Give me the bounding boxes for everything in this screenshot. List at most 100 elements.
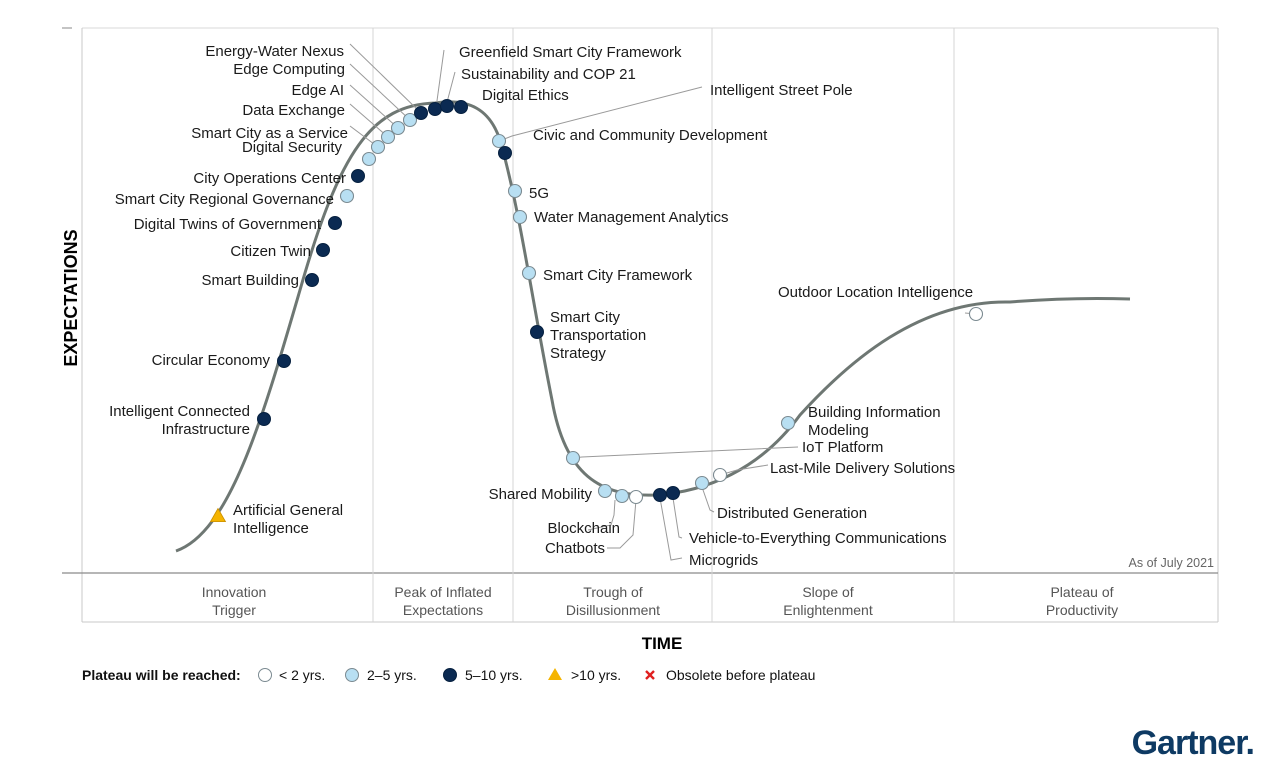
circle-marker xyxy=(390,120,406,136)
data-point: Building Information Modeling xyxy=(780,404,941,439)
data-point: Smart City Framework xyxy=(521,265,693,284)
point-label: Smart Building xyxy=(201,272,299,289)
data-point: Microgrids xyxy=(653,488,758,569)
circle-marker xyxy=(565,450,581,466)
circle-marker xyxy=(361,151,377,167)
point-label: City Operations Center xyxy=(193,170,346,187)
circle-marker xyxy=(628,489,644,505)
circle-marker xyxy=(512,209,528,225)
point-label: Last-Mile Delivery Solutions xyxy=(770,460,955,477)
data-points: Artificial General Intelligence Intelligen… xyxy=(109,43,984,569)
gartner-logo: Gartner. xyxy=(1132,724,1254,762)
data-point: Smart City Transportation Strategy xyxy=(530,309,646,362)
circle-marker xyxy=(328,216,342,230)
point-label: Citizen Twin xyxy=(230,243,311,260)
circle-marker xyxy=(694,475,710,491)
circle-marker xyxy=(491,133,507,149)
phase-label: Slope of Enlightenment xyxy=(783,584,873,618)
point-label: Smart City as a Service xyxy=(191,125,348,142)
point-label: Chatbots xyxy=(545,540,605,557)
legend-item: 5–10 yrs. xyxy=(443,667,523,683)
data-point: Blockchain xyxy=(547,488,630,537)
point-label: Circular Economy xyxy=(152,352,271,369)
circle-marker xyxy=(530,325,544,339)
circle-marker xyxy=(454,100,468,114)
legend-item: >10 yrs. xyxy=(548,667,621,683)
phase-label: Innovation Trigger xyxy=(202,584,267,618)
legend-label: 5–10 yrs. xyxy=(465,667,523,683)
point-label: Distributed Generation xyxy=(717,505,867,522)
as-of-date: As of July 2021 xyxy=(1129,556,1215,570)
data-point: Smart City Regional Governance xyxy=(115,188,355,208)
point-label: Smart City Framework xyxy=(543,267,693,284)
data-point: 5G xyxy=(507,183,549,202)
data-point: Outdoor Location Intelligence xyxy=(778,284,984,322)
circle-marker xyxy=(428,102,442,116)
point-label: IoT Platform xyxy=(802,439,883,456)
x-axis-label: TIME xyxy=(642,634,683,653)
data-point: Artificial General Intelligence xyxy=(209,502,343,537)
point-label: Vehicle-to-Everything Communications xyxy=(689,530,947,547)
data-point: Digital Security xyxy=(242,139,377,167)
point-label: Digital Ethics xyxy=(482,87,569,104)
circle-marker xyxy=(712,467,728,483)
point-label: Shared Mobility xyxy=(489,486,593,503)
point-label: Sustainability and COP 21 xyxy=(461,66,636,83)
legend-label: Obsolete before plateau xyxy=(666,667,815,683)
phase-label: Trough of Disillusionment xyxy=(566,584,660,618)
circle-marker xyxy=(339,188,355,204)
point-label: Smart City Regional Governance xyxy=(115,191,334,208)
circle-marker xyxy=(614,488,630,504)
point-label: Edge Computing xyxy=(233,61,345,78)
hype-curve xyxy=(175,100,1131,553)
data-point: Circular Economy xyxy=(152,352,291,369)
point-label: Data Exchange xyxy=(242,102,345,119)
circle-marker xyxy=(507,183,523,199)
legend-item: Obsolete before plateau xyxy=(643,667,815,683)
data-point: Civic and Community Development xyxy=(498,127,768,160)
circle-marker xyxy=(443,668,457,682)
point-label: Edge AI xyxy=(291,82,344,99)
circle-marker xyxy=(316,243,330,257)
circle-marker xyxy=(305,273,319,287)
legend-label: 2–5 yrs. xyxy=(367,667,417,683)
circle-marker xyxy=(666,486,680,500)
point-label: Microgrids xyxy=(689,552,758,569)
data-point: Smart City as a Service xyxy=(191,125,386,155)
phase-labels: Innovation Trigger Peak of Inflated Expecta… xyxy=(202,584,1118,618)
x-marker xyxy=(643,668,657,682)
circle-marker xyxy=(653,488,667,502)
circle-marker xyxy=(370,139,386,155)
data-point: Water Management Analytics xyxy=(512,209,729,226)
data-point: Digital Ethics xyxy=(454,87,569,114)
legend-title: Plateau will be reached: xyxy=(82,667,241,683)
triangle-marker xyxy=(209,507,227,523)
circle-marker xyxy=(440,99,454,113)
circle-marker xyxy=(414,106,428,120)
data-point: Sustainability and COP 21 xyxy=(440,66,636,113)
leader-lines xyxy=(349,43,977,561)
circle-marker xyxy=(380,129,396,145)
legend: Plateau will be reached: < 2 yrs. 2–5 yrs… xyxy=(82,667,815,683)
point-label: Intelligent Connected Infrastructure xyxy=(109,403,250,438)
circle-marker xyxy=(257,412,271,426)
data-point: Digital Twins of Government xyxy=(134,216,342,233)
legend-label: >10 yrs. xyxy=(571,667,621,683)
circle-marker xyxy=(521,265,537,281)
data-point: Smart Building xyxy=(201,272,319,289)
y-axis-label: EXPECTATIONS xyxy=(61,229,81,366)
point-label: Outdoor Location Intelligence xyxy=(778,284,973,301)
point-label: Digital Security xyxy=(242,139,343,156)
data-point: Vehicle-to-Everything Communications xyxy=(666,486,947,547)
data-point: Chatbots xyxy=(545,489,644,557)
data-point: Citizen Twin xyxy=(230,243,330,260)
legend-item: < 2 yrs. xyxy=(258,667,325,683)
circle-marker xyxy=(498,146,512,160)
data-point: Energy-Water Nexus xyxy=(205,43,428,120)
data-point: Edge AI xyxy=(291,82,406,136)
circle-marker xyxy=(402,112,418,128)
circle-marker xyxy=(597,483,613,499)
data-point: IoT Platform xyxy=(565,439,883,466)
circle-marker xyxy=(351,169,365,183)
